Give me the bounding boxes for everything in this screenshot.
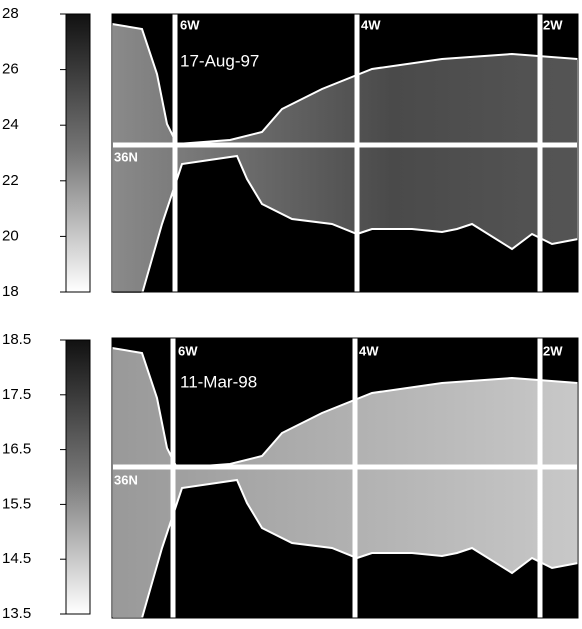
lon-label: 4W xyxy=(359,343,379,358)
tick-label: 22 xyxy=(2,172,19,189)
tick-label: 16.5 xyxy=(2,441,31,458)
map-frame xyxy=(111,13,579,293)
tick-label: 15.5 xyxy=(2,495,31,512)
tick-label: 14.5 xyxy=(2,550,31,567)
graticule xyxy=(112,14,578,618)
tick-label: 28 xyxy=(2,5,19,22)
lat-label: 36N xyxy=(114,149,138,164)
tick-label: 24 xyxy=(2,116,19,133)
date-label: 11-Mar-98 xyxy=(180,372,257,391)
colorbar xyxy=(65,13,91,293)
lon-label: 6W xyxy=(180,17,200,32)
date-label: 17-Aug-97 xyxy=(180,51,259,70)
tick-label: 20 xyxy=(2,227,19,244)
map-frame xyxy=(111,337,579,619)
lon-label: 2W xyxy=(543,17,563,32)
map-panel-1 xyxy=(111,14,579,295)
tick-label: 26 xyxy=(2,61,19,78)
map-panel-2 xyxy=(111,338,579,619)
colorbar xyxy=(65,339,91,615)
lon-label: 6W xyxy=(178,343,198,358)
lon-label: 4W xyxy=(361,17,381,32)
tick-label: 13.5 xyxy=(2,605,31,622)
tick-label: 17.5 xyxy=(2,386,31,403)
lon-label: 2W xyxy=(543,343,563,358)
tick-label: 18.5 xyxy=(2,331,31,348)
lat-label: 36N xyxy=(114,472,138,487)
tick-label: 18 xyxy=(2,283,19,300)
